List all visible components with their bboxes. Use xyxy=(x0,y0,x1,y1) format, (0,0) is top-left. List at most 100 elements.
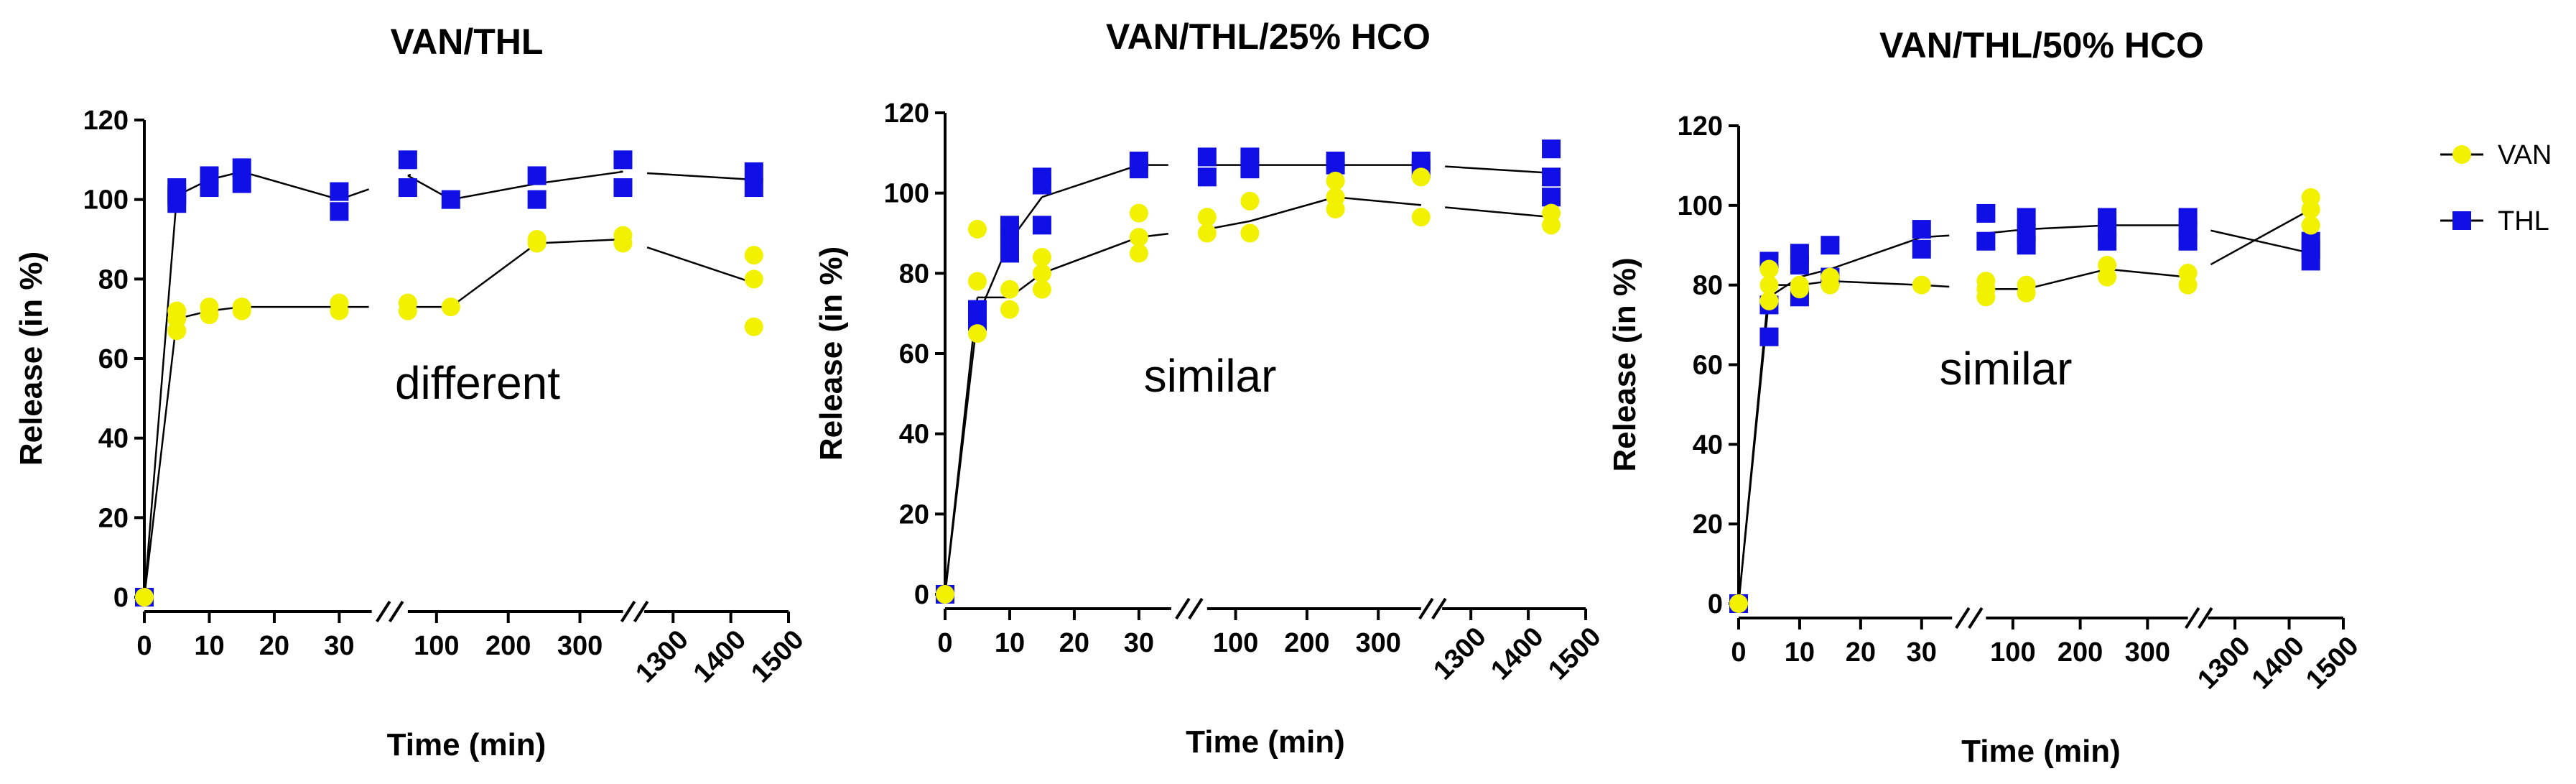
x-tick-label: 100 xyxy=(1990,637,2035,668)
data-point-van xyxy=(1032,280,1051,299)
series-line-van xyxy=(2106,268,2188,278)
axis-break-mark xyxy=(1968,607,1984,629)
data-point-thl xyxy=(613,150,633,170)
data-point-van xyxy=(2301,188,2320,207)
series-line-thl xyxy=(143,195,178,598)
data-point-thl xyxy=(527,166,547,185)
data-point-thl xyxy=(1542,188,1561,207)
legend-label: THL xyxy=(2498,206,2549,236)
y-axis-label: Release (in %) xyxy=(1607,257,1642,471)
data-point-van xyxy=(967,324,987,343)
y-tick-label: 40 xyxy=(98,424,129,454)
data-point-van xyxy=(2301,216,2320,235)
data-point-van xyxy=(744,317,763,336)
y-tick-label: 20 xyxy=(1693,509,1723,540)
legend-marker-van xyxy=(2452,145,2471,164)
series-line-thl xyxy=(241,170,340,200)
y-tick-label: 60 xyxy=(98,344,129,374)
axis-break-mark xyxy=(1188,597,1204,620)
data-point-thl xyxy=(1976,203,1996,223)
y-tick-label: 0 xyxy=(1708,589,1723,619)
y-tick-label: 120 xyxy=(1678,111,1723,142)
x-axis-label: Time (min) xyxy=(1186,724,1345,760)
axis-break-mark xyxy=(389,600,404,623)
chart-title: VAN/THL xyxy=(391,22,544,62)
series-line-van xyxy=(2210,208,2312,266)
x-tick-label: 1400 xyxy=(1485,622,1549,686)
series-line-van xyxy=(1445,206,1552,218)
data-point-thl xyxy=(1032,216,1051,235)
y-tick-label: 40 xyxy=(1693,430,1723,460)
data-point-thl xyxy=(1197,167,1217,187)
y-tick-label: 60 xyxy=(1693,351,1723,381)
data-point-van xyxy=(1411,167,1431,187)
data-point-thl xyxy=(398,150,417,170)
data-point-van xyxy=(1821,267,1840,287)
legend: VAN THL xyxy=(2440,140,2552,236)
series-line-van xyxy=(2026,268,2108,290)
panel-annotation: similar xyxy=(1940,343,2073,395)
x-tick-label: 1500 xyxy=(2300,631,2364,695)
series-line-thl xyxy=(646,172,754,181)
data-point-van xyxy=(2178,264,2198,283)
axis-break-mark xyxy=(376,600,391,623)
data-point-thl xyxy=(1759,327,1779,346)
data-point-thl xyxy=(2098,208,2117,227)
x-tick-label: 30 xyxy=(324,631,354,661)
data-point-van xyxy=(1976,272,1996,291)
x-tick-label: 10 xyxy=(1785,637,1815,668)
y-tick-label: 100 xyxy=(884,179,929,209)
data-point-van xyxy=(1000,300,1019,319)
axis-break-mark xyxy=(1418,597,1434,620)
data-point-thl xyxy=(232,158,251,177)
panel-annotation: similar xyxy=(1144,350,1277,402)
series-line-thl xyxy=(1041,164,1140,198)
y-axis-label: Release (in %) xyxy=(814,246,849,461)
data-point-van xyxy=(1129,244,1148,263)
data-point-thl xyxy=(232,174,251,193)
y-tick-label: 60 xyxy=(899,339,929,369)
y-tick-label: 120 xyxy=(83,106,129,136)
x-tick-label: 300 xyxy=(557,631,603,661)
x-tick-label: 1300 xyxy=(630,624,694,688)
x-tick-label: 1300 xyxy=(1428,622,1492,686)
x-tick-label: 1500 xyxy=(1543,622,1606,686)
data-point-van xyxy=(967,219,987,239)
series-line-van xyxy=(536,238,623,244)
data-point-thl xyxy=(1032,167,1051,187)
data-point-van xyxy=(232,298,251,317)
x-tick-label: 0 xyxy=(136,631,152,661)
data-point-van xyxy=(527,230,547,249)
chart-title: VAN/THL/25% HCO xyxy=(1106,17,1431,57)
data-point-van xyxy=(2017,275,2036,295)
y-tick-label: 0 xyxy=(113,583,129,613)
data-point-thl xyxy=(1411,152,1431,170)
y-tick-label: 20 xyxy=(899,499,929,530)
x-tick-label: 200 xyxy=(485,631,531,661)
data-point-van xyxy=(613,226,633,245)
x-tick-label: 30 xyxy=(1907,637,1937,668)
data-point-van xyxy=(200,298,219,317)
data-point-thl xyxy=(1542,139,1561,159)
series-line-thl xyxy=(2210,229,2312,254)
data-point-van xyxy=(398,293,417,313)
x-tick-label: 200 xyxy=(2057,637,2103,668)
data-point-thl xyxy=(613,178,633,198)
series-line-van xyxy=(646,246,755,285)
legend-label: VAN xyxy=(2498,140,2552,170)
y-tick-label: 80 xyxy=(1693,271,1723,301)
series-line-thl xyxy=(536,170,623,185)
series-line-van xyxy=(1250,196,1336,222)
data-point-van xyxy=(1197,208,1217,227)
chart-panel-1: VAN/THL 0 20 40 60 80 100 120 Release (in %) 0 10 2… xyxy=(14,22,810,762)
x-tick-label: 1400 xyxy=(688,624,752,688)
series-line-thl xyxy=(1829,236,1922,270)
y-axis-label: Release (in %) xyxy=(14,252,49,466)
data-point-thl xyxy=(744,178,763,198)
data-point-van xyxy=(1129,228,1148,247)
axis-break-mark xyxy=(1175,597,1191,620)
x-tick-label: 10 xyxy=(995,628,1025,658)
data-point-van xyxy=(1759,291,1779,310)
